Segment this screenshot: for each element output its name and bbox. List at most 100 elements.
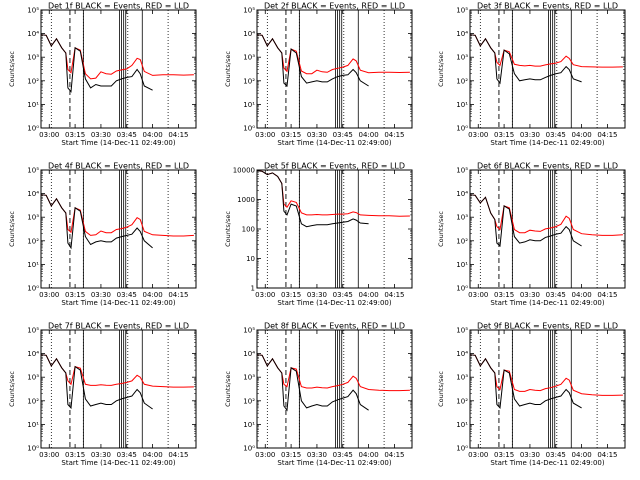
x-tick-label: 04:15 xyxy=(597,131,617,139)
y-tick-label: 10² xyxy=(27,237,39,245)
y-axis-label: Counts/sec xyxy=(224,371,232,407)
y-tick-label: 10³ xyxy=(243,54,255,62)
x-tick-label: 03:00 xyxy=(255,291,275,299)
panel-title: Det 3f BLACK = Events, RED = LLD xyxy=(477,2,618,11)
x-axis-label: Start Time (14-Dec-11 02:49:00) xyxy=(490,459,604,467)
y-tick-label: 10⁴ xyxy=(456,30,468,38)
y-tick-label: 10⁰ xyxy=(27,445,39,453)
series-lld-line xyxy=(256,170,410,217)
panel-title: Det 9f BLACK = Events, RED = LLD xyxy=(477,322,618,331)
panel-title: Det 4f BLACK = Events, RED = LLD xyxy=(48,162,189,171)
plot-frame xyxy=(469,9,626,129)
y-tick-label: 10³ xyxy=(27,214,39,222)
x-tick-label: 03:30 xyxy=(520,131,540,139)
y-tick-label: 10⁰ xyxy=(243,125,255,133)
y-tick-label: 10⁰ xyxy=(27,125,39,133)
y-tick-label: 10⁵ xyxy=(456,167,468,175)
x-tick-label: 03:30 xyxy=(91,451,111,459)
x-tick-label: 03:15 xyxy=(65,291,85,299)
x-tick-label: 03:30 xyxy=(91,131,111,139)
x-tick-label: 03:30 xyxy=(520,291,540,299)
x-tick-label: 04:15 xyxy=(384,451,404,459)
x-tick-label: 03:30 xyxy=(91,291,111,299)
series-events-line xyxy=(256,354,369,412)
y-tick-label: 10⁰ xyxy=(456,285,468,293)
series-events-line xyxy=(40,354,153,410)
x-tick-label: 03:15 xyxy=(494,291,514,299)
series-lld-line xyxy=(469,354,623,396)
x-tick-label: 03:45 xyxy=(117,131,137,139)
y-tick-label: 10⁴ xyxy=(27,30,39,38)
x-tick-label: 03:00 xyxy=(39,131,59,139)
x-axis-label: Start Time (14-Dec-11 02:49:00) xyxy=(61,459,175,467)
y-tick-label: 10¹ xyxy=(456,421,468,429)
x-tick-label: 03:45 xyxy=(546,451,566,459)
plot-frame xyxy=(256,329,413,449)
x-tick-label: 04:00 xyxy=(572,131,592,139)
series-events-line xyxy=(469,34,582,85)
series-events-line xyxy=(40,194,153,250)
y-tick-label: 10⁵ xyxy=(456,327,468,335)
x-tick-label: 03:00 xyxy=(468,451,488,459)
panel-2: Det 2f BLACK = Events, RED = LLD 10⁰ 10¹ 10… xyxy=(224,2,413,147)
x-tick-label: 03:00 xyxy=(39,291,59,299)
series-lld-line xyxy=(40,34,194,80)
x-tick-label: 03:15 xyxy=(65,451,85,459)
y-tick-label: 10⁰ xyxy=(27,285,39,293)
x-axis-label: Start Time (14-Dec-11 02:49:00) xyxy=(277,459,391,467)
y-tick-label: 10³ xyxy=(456,54,468,62)
y-tick-label: 10² xyxy=(243,397,255,405)
series-events-line xyxy=(40,34,153,93)
series-lld-line xyxy=(256,34,410,75)
x-tick-label: 04:15 xyxy=(168,291,188,299)
x-tick-label: 03:30 xyxy=(307,451,327,459)
y-tick-label: 10⁰ xyxy=(456,445,468,453)
y-axis-label: Counts/sec xyxy=(8,371,16,407)
x-tick-label: 03:15 xyxy=(281,291,301,299)
y-tick-label: 10⁵ xyxy=(456,7,468,15)
series-lld-line xyxy=(40,194,194,237)
x-tick-label: 03:45 xyxy=(117,451,137,459)
y-tick-label: 10⁰ xyxy=(456,125,468,133)
x-tick-label: 03:15 xyxy=(281,451,301,459)
panel-8: Det 8f BLACK = Events, RED = LLD 10⁰ 10¹ 10… xyxy=(224,322,413,467)
x-tick-label: 04:15 xyxy=(168,451,188,459)
plot-frame xyxy=(40,9,197,129)
x-tick-label: 03:00 xyxy=(468,291,488,299)
x-tick-label: 04:15 xyxy=(384,131,404,139)
panel-title: Det 1f BLACK = Events, RED = LLD xyxy=(48,2,189,11)
y-tick-label: 10⁰ xyxy=(243,445,255,453)
x-tick-label: 03:45 xyxy=(333,451,353,459)
y-tick-label: 1000 xyxy=(237,196,255,204)
x-tick-label: 03:15 xyxy=(65,131,85,139)
y-tick-label: 10¹ xyxy=(456,101,468,109)
y-axis-label: Counts/sec xyxy=(224,51,232,87)
x-tick-label: 04:00 xyxy=(572,451,592,459)
panel-title: Det 7f BLACK = Events, RED = LLD xyxy=(48,322,189,331)
y-tick-label: 10¹ xyxy=(243,101,255,109)
y-tick-label: 10⁴ xyxy=(456,190,468,198)
panel-title: Det 6f BLACK = Events, RED = LLD xyxy=(477,162,618,171)
y-tick-label: 10 xyxy=(246,255,255,263)
y-axis-label: Counts/sec xyxy=(8,211,16,247)
x-tick-label: 03:00 xyxy=(255,131,275,139)
x-axis-label: Start Time (14-Dec-11 02:49:00) xyxy=(61,139,175,147)
y-tick-label: 10¹ xyxy=(243,421,255,429)
x-axis-label: Start Time (14-Dec-11 02:49:00) xyxy=(490,299,604,307)
x-tick-label: 04:00 xyxy=(143,291,163,299)
x-tick-label: 04:15 xyxy=(384,291,404,299)
x-tick-label: 03:00 xyxy=(468,131,488,139)
y-tick-label: 10⁵ xyxy=(27,167,39,175)
x-tick-label: 03:15 xyxy=(494,131,514,139)
x-tick-label: 03:45 xyxy=(546,291,566,299)
y-tick-label: 10² xyxy=(27,77,39,85)
y-tick-label: 10000 xyxy=(233,167,255,175)
y-axis-label: Counts/sec xyxy=(437,51,445,87)
x-axis-label: Start Time (14-Dec-11 02:49:00) xyxy=(277,139,391,147)
x-axis-label: Start Time (14-Dec-11 02:49:00) xyxy=(277,299,391,307)
x-tick-label: 04:00 xyxy=(359,131,379,139)
x-axis-label: Start Time (14-Dec-11 02:49:00) xyxy=(490,139,604,147)
y-tick-label: 10⁴ xyxy=(243,350,255,358)
panel-1: Det 1f BLACK = Events, RED = LLD 10⁰ 10¹ 10… xyxy=(8,2,197,147)
